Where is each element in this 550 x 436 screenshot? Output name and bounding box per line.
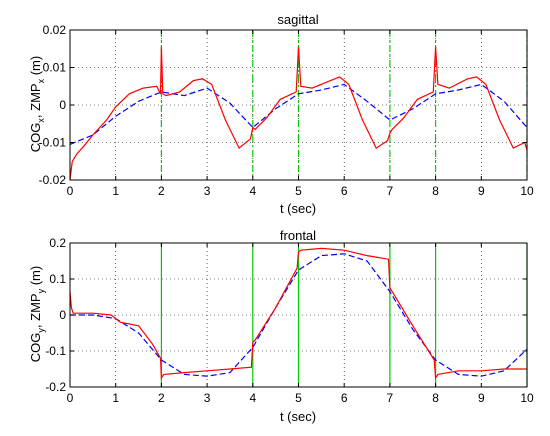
x-tick-label: 5 — [295, 184, 302, 198]
y-axis-label: COGx, ZMPx (m) — [28, 56, 46, 152]
y-tick-label: 0.01 — [43, 61, 67, 75]
x-tick-label: 2 — [158, 184, 165, 198]
cog-line — [70, 253, 528, 377]
y-label-sub: y — [36, 288, 46, 293]
x-tick-label: 5 — [295, 391, 302, 405]
y-label-part: , ZMP — [28, 293, 43, 328]
y-tick-label: 0 — [59, 98, 66, 112]
x-tick-label: 9 — [478, 184, 485, 198]
x-tick-label: 7 — [387, 184, 394, 198]
x-tick-label: 0 — [67, 391, 74, 405]
x-tick-label: 2 — [158, 391, 165, 405]
chart-sagittal: sagittal 0 1 2 3 4 5 6 7 8 9 10 -0.02 -0.01 0 0.01 0.02… — [28, 12, 534, 216]
x-tick-label: 9 — [478, 391, 485, 405]
x-tick-label: 6 — [341, 391, 348, 405]
y-tick-label: 0.1 — [49, 272, 66, 286]
y-label-sub: y — [36, 328, 46, 333]
x-tick-label: 0 — [67, 184, 74, 198]
x-tick-label: 7 — [387, 391, 394, 405]
x-tick-label: 10 — [520, 184, 534, 198]
y-label-sub: x — [36, 118, 46, 123]
y-tick-label: -0.2 — [45, 380, 66, 394]
cog-line — [69, 83, 528, 145]
y-tick-label: -0.1 — [45, 344, 66, 358]
x-tick-label: 8 — [432, 184, 439, 198]
zmp-line — [69, 46, 528, 181]
y-axis-label: COGy, ZMPy (m) — [28, 266, 46, 362]
y-tick-label: -0.01 — [39, 136, 67, 150]
x-tick-label: 6 — [341, 184, 348, 198]
y-tick-label: 0 — [59, 308, 66, 322]
chart-frontal: frontal 0 1 2 3 4 5 6 7 8 9 10 -0.2 -0.1 0 0.1 0.2 t (s… — [28, 228, 534, 424]
y-label-part: (m) — [28, 56, 43, 79]
x-tick-label: 3 — [204, 391, 211, 405]
y-label-part: , ZMP — [28, 83, 43, 118]
zmp-line — [69, 247, 527, 380]
chart-title: frontal — [280, 228, 316, 243]
y-label-part: COG — [28, 123, 43, 153]
y-label-part: (m) — [28, 266, 43, 289]
y-tick-label: -0.02 — [39, 173, 67, 187]
x-axis-label: t (sec) — [280, 201, 316, 216]
x-tick-label: 8 — [432, 391, 439, 405]
x-tick-label: 4 — [249, 391, 256, 405]
y-tick-label: 0.2 — [49, 236, 66, 250]
x-axis-label: t (sec) — [280, 409, 316, 424]
y-label-part: COG — [28, 333, 43, 363]
plot-area: 0 1 2 3 4 5 6 7 8 9 10 -0.02 -0.01 0 0.01 0.02 — [39, 23, 534, 198]
plot-area: 0 1 2 3 4 5 6 7 8 9 10 -0.2 -0.1 0 0.1 0.2 — [45, 236, 534, 405]
x-tick-label: 1 — [112, 184, 119, 198]
x-tick-label: 3 — [204, 184, 211, 198]
x-tick-label: 1 — [112, 391, 119, 405]
x-tick-label: 10 — [520, 391, 534, 405]
y-tick-label: 0.02 — [43, 23, 67, 37]
y-label-sub: x — [36, 78, 46, 83]
x-tick-label: 4 — [249, 184, 256, 198]
chart-title: sagittal — [277, 12, 318, 27]
